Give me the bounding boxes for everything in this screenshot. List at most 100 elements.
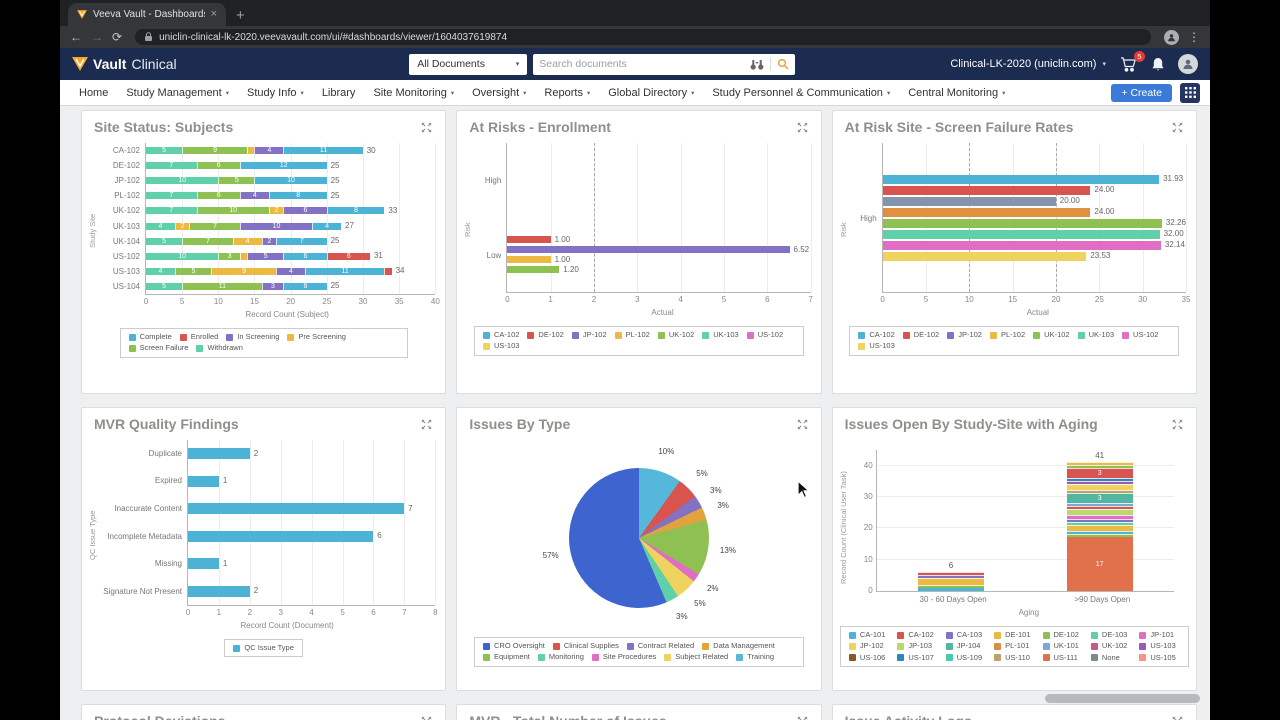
bar-segment	[239, 252, 248, 260]
legend-item: CA-102	[897, 630, 937, 639]
nav-item-label: Oversight	[472, 86, 520, 99]
expand-icon[interactable]	[796, 121, 809, 134]
expand-icon[interactable]	[796, 715, 809, 720]
person-icon	[1168, 33, 1175, 41]
legend-item: CA-102	[858, 330, 895, 339]
bar	[882, 207, 1091, 217]
legend-item: UK-103	[1077, 330, 1114, 339]
legend-swatch	[897, 631, 905, 639]
dashboard-panel: At Risks - Enrollment Risk High Low 0 1 2 3 4 5 6…	[456, 110, 822, 394]
panel-title: Site Status: Subjects	[94, 119, 234, 135]
pie-slice-label: 10%	[658, 447, 675, 457]
y-category-label: UK-104	[112, 236, 140, 246]
bar-row: 20.00	[882, 196, 1186, 206]
legend-item: Monitoring	[537, 652, 584, 661]
y-category-label: US-104	[112, 282, 140, 292]
expand-icon[interactable]	[1171, 715, 1184, 720]
nav-item-study-info[interactable]: Study Info ▾	[238, 80, 313, 105]
forward-button[interactable]: →	[91, 30, 103, 44]
close-tab-icon[interactable]: ×	[210, 8, 217, 20]
browser-tab[interactable]: Veeva Vault - Dashboards ×	[68, 3, 226, 26]
legend-label: In Screening	[237, 332, 280, 341]
new-tab-button[interactable]: +	[236, 7, 245, 24]
legend-swatch	[128, 344, 136, 352]
segment-value-label: 3	[227, 252, 232, 260]
bar-segment	[917, 584, 984, 588]
search-icon[interactable]	[777, 58, 789, 70]
value-label: 1.20	[563, 264, 579, 274]
nav-item-site-monitoring[interactable]: Site Monitoring ▾	[364, 80, 463, 105]
chart-body: Study Site CA-102 DE-102 JP-102 PL-102 UK-102…	[82, 139, 445, 319]
bar	[882, 185, 1091, 195]
legend-label: US-102	[757, 330, 784, 339]
bar	[188, 530, 374, 542]
nav-item-study-management[interactable]: Study Management ▾	[117, 80, 238, 105]
notifications-bell-icon[interactable]	[1151, 57, 1165, 72]
nav-item-global-directory[interactable]: Global Directory ▾	[599, 80, 703, 105]
chevron-down-icon: ▾	[523, 89, 527, 97]
column-total-label: 6	[948, 561, 954, 571]
address-bar[interactable]: uniclin-clinical-lk-2020.veevavault.com/…	[135, 29, 1151, 45]
expand-icon[interactable]	[796, 418, 809, 431]
legend-label: Screen Failure	[139, 343, 189, 353]
vault-logo-icon	[72, 57, 88, 71]
cart-icon[interactable]: 5	[1120, 50, 1145, 72]
legend-item: Screen Failure	[128, 343, 189, 353]
nav-item-study-personnel-communication[interactable]: Study Personnel & Communication ▾	[703, 80, 899, 105]
reload-button[interactable]: ⟳	[112, 30, 123, 44]
pie-slice-label: 13%	[719, 545, 736, 555]
nav-item-oversight[interactable]: Oversight ▾	[463, 80, 535, 105]
legend-label: US-107	[908, 652, 934, 662]
expand-icon[interactable]	[1171, 121, 1184, 134]
legend-item: None	[1090, 653, 1131, 662]
legend-swatch	[1090, 631, 1098, 639]
advanced-search-binoculars-icon[interactable]	[750, 59, 764, 70]
browser-profile-avatar[interactable]	[1164, 29, 1179, 45]
x-tick-label: 2	[591, 295, 597, 304]
expand-icon[interactable]	[1171, 418, 1184, 431]
legend-swatch	[657, 331, 665, 339]
legend-label: JP-101	[1150, 630, 1175, 639]
create-button[interactable]: + Create	[1111, 83, 1172, 102]
chevron-down-icon: ▾	[1102, 61, 1106, 68]
legend-item: JP-104	[945, 641, 986, 650]
stacked-bar: 5 11 3 6	[146, 282, 327, 290]
nav-item-central-monitoring[interactable]: Central Monitoring ▾	[899, 80, 1014, 105]
back-button[interactable]: ←	[70, 30, 82, 44]
legend-swatch	[1042, 642, 1050, 650]
legend-label: JP-102	[859, 641, 884, 651]
bar-segment	[1066, 505, 1133, 510]
expand-icon[interactable]	[420, 418, 433, 431]
document-type-selector[interactable]: All Documents ▾	[409, 53, 528, 75]
chevron-down-icon: ▾	[515, 61, 520, 68]
nav-item-library[interactable]: Library	[313, 80, 365, 105]
vault-selector[interactable]: Clinical-LK-2020 (uniclin.com) ▾	[950, 58, 1106, 70]
browser-menu-icon[interactable]: ⋮	[1188, 30, 1200, 44]
doc-type-value: All Documents	[417, 58, 485, 70]
legend-label: CA-101	[859, 630, 886, 639]
segment-value-label: 6	[303, 252, 308, 260]
legend-swatch	[233, 644, 241, 652]
panel-title: Issues By Type	[469, 416, 571, 432]
browser-tabstrip: Veeva Vault - Dashboards × +	[60, 0, 1210, 26]
bar-group: 31.93 24.00 20.00 24.00 32.26 32.00 32.14 23.53	[882, 143, 1186, 292]
legend-label: CA-102	[869, 330, 895, 339]
expand-icon[interactable]	[420, 121, 433, 134]
segment-value-label: 7	[169, 192, 174, 200]
legend-label: US-102	[1133, 330, 1159, 339]
legend-swatch	[1042, 654, 1050, 662]
x-tick-label: 35	[394, 297, 404, 306]
legend-label: UK-102	[668, 330, 695, 339]
bar	[188, 558, 219, 570]
expand-icon[interactable]	[420, 715, 433, 720]
nav-item-home[interactable]: Home	[70, 80, 117, 105]
horizontal-scrollbar[interactable]	[1045, 694, 1200, 703]
search-input[interactable]	[539, 58, 745, 70]
apps-grid-icon[interactable]	[1180, 82, 1200, 103]
bar-segment: 6	[283, 207, 327, 215]
segment-value-label: 9	[242, 267, 246, 275]
legend-label: US-103	[1150, 641, 1176, 651]
x-tick-label: 10	[213, 297, 223, 306]
user-avatar[interactable]	[1178, 54, 1198, 74]
nav-item-reports[interactable]: Reports ▾	[535, 80, 599, 105]
